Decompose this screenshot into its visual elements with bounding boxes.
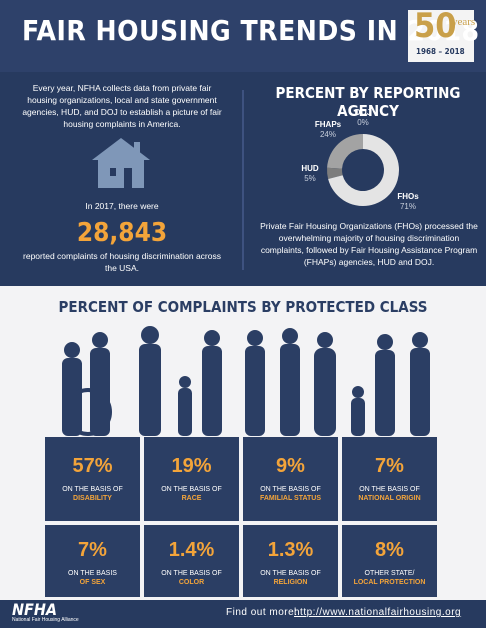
tile-line2: COLOR [178, 579, 205, 586]
logo-box [408, 10, 474, 62]
segment-label: 71% [400, 202, 416, 211]
silhouettes [62, 326, 430, 436]
class-tile: 7% ON THE BASIS OF SEX [45, 525, 140, 597]
tile-value: 57% [72, 455, 113, 477]
segment-name: FHOs [397, 192, 419, 201]
tile-line2: OF SEX [79, 579, 106, 586]
logo-years: 1968 – 2018 [416, 47, 465, 56]
tile-value: 7% [78, 539, 107, 561]
total: 28,843 [76, 218, 168, 248]
footer-logo: NFHA [12, 600, 58, 619]
intro-lead: In 2017, there were [85, 201, 159, 211]
tile-line2: RELIGION [273, 579, 308, 586]
class-title: PERCENT OF COMPLAINTS BY PROTECTED CLASS [58, 298, 428, 316]
segment-name: DOJ [355, 108, 371, 117]
class-tile: 57% ON THE BASIS OF DISABILITY [45, 437, 140, 521]
donut-segment [328, 134, 399, 206]
class-tile: 1.3% ON THE BASIS OF RELIGION [243, 525, 338, 597]
tile-line2: FAMILIAL STATUS [259, 495, 322, 502]
tile-line2: DISABILITY [73, 495, 112, 502]
class-tile: 7% ON THE BASIS OF NATIONAL ORIGIN [342, 437, 437, 521]
donut-segment [327, 167, 343, 179]
tile-value: 9% [276, 455, 305, 477]
class-tile: 19% ON THE BASIS OF RACE [144, 437, 239, 521]
segment-name: HUD [301, 164, 319, 173]
footer-cta: Find out more: [226, 607, 298, 618]
chart-note: Private Fair Housing Organizations (FHOs… [260, 221, 478, 267]
tile-value: 8% [375, 539, 404, 561]
tile-line2: NATIONAL ORIGIN [358, 495, 421, 502]
class-tile: 9% ON THE BASIS OF FAMILIAL STATUS [243, 437, 338, 521]
house-window [110, 168, 116, 176]
footer-url[interactable]: http://www.nationalfairhousing.org [294, 607, 462, 618]
tile-line1: ON THE BASIS OF [161, 486, 222, 493]
footer-band [0, 600, 486, 628]
logo-word: years [452, 16, 476, 28]
footer-org: National Fair Housing Alliance [12, 617, 79, 623]
tile-line2: LOCAL PROTECTION [353, 579, 426, 586]
tile-line1: ON THE BASIS OF [260, 486, 321, 493]
house-icon [92, 138, 150, 188]
house-door [124, 168, 132, 188]
tile-line1: ON THE BASIS OF [62, 486, 123, 493]
intro-tail: reported complaints of housing discrimin… [23, 251, 221, 273]
segment-label: 0% [357, 118, 369, 127]
intro-text: Every year, NFHA collects data from priv… [22, 83, 222, 129]
tile-line1: ON THE BASIS OF [359, 486, 420, 493]
tile-value: 19% [171, 455, 212, 477]
class-tile: 1.4% ON THE BASIS OF COLOR [144, 525, 239, 597]
tile-value: 1.4% [168, 539, 215, 561]
segment-label: 24% [320, 130, 336, 139]
tile-line1: ON THE BASIS OF [161, 570, 222, 577]
donut-segment [327, 134, 363, 169]
tile-value: 7% [375, 455, 404, 477]
title: FAIR HOUSING TRENDS IN 2018 [22, 14, 480, 47]
chart-title: PERCENT BY REPORTING AGENCY [275, 84, 461, 120]
tile-line1: OTHER STATE/ [364, 570, 415, 577]
tile-line1: ON THE BASIS OF [260, 570, 321, 577]
segment-name: FHAPs [315, 120, 342, 129]
segment-label: 5% [304, 174, 316, 183]
tile-line2: RACE [181, 495, 202, 502]
tile-line1: ON THE BASIS [68, 570, 117, 577]
logo-number: 50 [414, 6, 457, 46]
class-tile: 8% OTHER STATE/LOCAL PROTECTION [342, 525, 437, 597]
tile-value: 1.3% [267, 539, 314, 561]
header-band [0, 0, 486, 72]
